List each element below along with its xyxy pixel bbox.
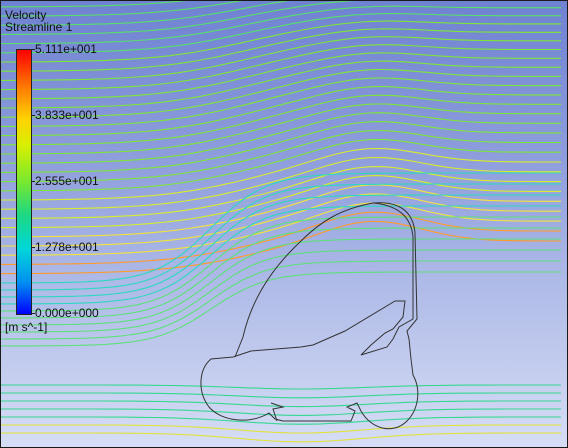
streamline bbox=[1, 238, 561, 326]
streamline bbox=[1, 68, 561, 118]
streamline bbox=[1, 202, 561, 256]
streamline bbox=[1, 1, 356, 35]
streamline bbox=[1, 392, 561, 399]
streamline bbox=[1, 20, 561, 63]
streamline bbox=[1, 432, 561, 443]
streamline bbox=[1, 28, 561, 72]
legend-units: [m s^-1] bbox=[5, 320, 48, 334]
vehicle-outline bbox=[200, 202, 419, 430]
legend-tick-2: 2.555e+001 bbox=[35, 174, 99, 188]
legend-object-title: Streamline 1 bbox=[5, 20, 73, 34]
legend-colorbar bbox=[16, 49, 32, 315]
legend-tick-3: 3.833e+001 bbox=[35, 108, 99, 122]
streamline bbox=[1, 220, 561, 275]
streamline bbox=[1, 183, 561, 291]
streamline bbox=[1, 94, 561, 146]
streamline bbox=[1, 400, 561, 408]
colorbar-tick bbox=[31, 247, 35, 248]
streamline bbox=[1, 384, 561, 390]
streamline bbox=[1, 5, 561, 45]
legend-tick-1: 1.278e+001 bbox=[35, 240, 99, 254]
streamline bbox=[1, 60, 561, 109]
streamline bbox=[1, 424, 561, 434]
colorbar-tick bbox=[31, 49, 35, 50]
streamline bbox=[1, 271, 561, 347]
colorbar-tick bbox=[31, 115, 35, 116]
streamline bbox=[1, 416, 561, 425]
streamline bbox=[1, 86, 561, 137]
streamline bbox=[1, 216, 561, 312]
streamline bbox=[1, 103, 561, 155]
streamline bbox=[1, 1, 187, 8]
streamline bbox=[1, 121, 561, 173]
streamline bbox=[1, 44, 561, 91]
streamline bbox=[1, 112, 561, 164]
streamline bbox=[1, 129, 561, 183]
streamline bbox=[1, 147, 561, 201]
streamline bbox=[1, 249, 561, 333]
streamline bbox=[1, 260, 561, 340]
streamline bbox=[1, 227, 561, 319]
streamline bbox=[1, 408, 561, 416]
legend-tick-max: 5.111e+001 bbox=[35, 42, 97, 56]
legend-variable-title: Velocity bbox=[5, 8, 47, 22]
colorbar-tick bbox=[31, 181, 35, 182]
streamline bbox=[1, 156, 561, 210]
streamline bbox=[1, 194, 561, 298]
streamline bbox=[1, 193, 561, 247]
vehicle-window-line bbox=[270, 402, 285, 422]
streamline bbox=[1, 172, 561, 284]
streamline bbox=[1, 13, 561, 54]
streamline bbox=[1, 1, 290, 26]
streamline bbox=[1, 205, 561, 305]
streamline bbox=[1, 1, 243, 17]
streamlines bbox=[1, 1, 561, 443]
streamline bbox=[1, 138, 561, 192]
streamline bbox=[1, 175, 561, 229]
streamline bbox=[1, 36, 561, 81]
streamline bbox=[1, 184, 561, 238]
streamline bbox=[1, 52, 561, 100]
colorbar-tick bbox=[31, 313, 35, 314]
streamline bbox=[1, 77, 561, 127]
legend-tick-min: 0.000e+000 bbox=[35, 306, 99, 320]
streamline bbox=[1, 166, 561, 219]
